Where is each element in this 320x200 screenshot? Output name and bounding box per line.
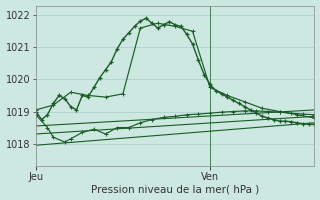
X-axis label: Pression niveau de la mer( hPa ): Pression niveau de la mer( hPa ) xyxy=(91,184,259,194)
